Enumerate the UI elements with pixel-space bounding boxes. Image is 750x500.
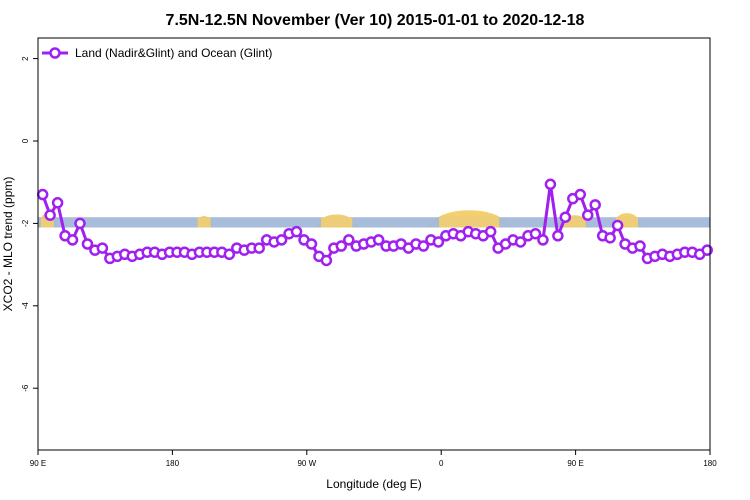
data-point-32 <box>275 234 288 246</box>
data-point-38 <box>320 254 333 267</box>
data-point-4 <box>66 234 79 246</box>
data-point-68 <box>544 178 557 191</box>
data-point-41 <box>343 234 355 246</box>
data-point-69 <box>552 230 564 242</box>
y-tick-label-1: 0 <box>21 138 30 143</box>
land-band-patch-2 <box>320 217 353 228</box>
data-point-34 <box>290 225 303 238</box>
legend-entry: Land (Nadir&Glint) and Ocean (Glint) <box>75 46 272 60</box>
x-axis-label: Longitude (deg E) <box>326 477 421 491</box>
land-band-patch-4 <box>563 217 586 228</box>
data-point-8 <box>96 242 109 254</box>
data-point-36 <box>305 238 318 250</box>
data-point-77 <box>611 219 624 232</box>
y-tick-label-0: 2 <box>21 56 30 61</box>
data-point-53 <box>432 236 445 248</box>
y-tick-label-2: -2 <box>21 219 30 227</box>
data-point-0 <box>36 188 49 201</box>
x-tick-label-2: 90 W <box>297 459 316 468</box>
plot-frame <box>37 37 711 451</box>
data-point-89 <box>701 244 713 256</box>
ocean-band <box>38 217 710 228</box>
y-tick-label-4: -6 <box>21 384 30 392</box>
data-point-29 <box>253 242 265 254</box>
data-point-66 <box>529 227 542 240</box>
legend: Land (Nadir&Glint) and Ocean (Glint) <box>42 46 272 60</box>
x-tick-label-5: 180 <box>703 459 717 468</box>
data-point-45 <box>372 234 385 246</box>
land-band-patch-0 <box>40 217 54 228</box>
data-point-76 <box>604 232 616 244</box>
data-point-72 <box>574 188 587 201</box>
legend-marker-sample <box>49 47 61 59</box>
land-band-patch-3 <box>439 217 500 228</box>
data-point-70 <box>559 211 572 223</box>
data-point-74 <box>589 199 601 211</box>
data-point-6 <box>81 238 94 250</box>
data-point-51 <box>417 240 430 252</box>
plot-area <box>36 178 713 267</box>
data-point-80 <box>634 240 646 252</box>
land-band-patch-1 <box>197 217 211 228</box>
data-point-1 <box>44 209 56 221</box>
x-tick-label-4: 90 E <box>567 459 583 468</box>
data-point-73 <box>581 209 594 221</box>
x-axis: 90 E 180 90 W 0 90 E 180 <box>30 450 717 468</box>
data-point-60 <box>484 225 497 238</box>
data-point-2 <box>51 197 64 209</box>
data-point-5 <box>74 217 86 230</box>
x-tick-label-3: 0 <box>439 459 444 468</box>
x-tick-label-0: 90 E <box>30 459 46 468</box>
chart-title: 7.5N-12.5N November (Ver 10) 2015-01-01 … <box>166 12 585 29</box>
data-point-67 <box>537 234 549 246</box>
y-axis: 2 0 -2 -4 -6 <box>21 56 38 392</box>
data-point-64 <box>514 236 527 248</box>
x-tick-label-1: 180 <box>166 459 180 468</box>
y-axis-label: XCO2 - MLO trend (ppm) <box>1 177 15 312</box>
data-point-25 <box>223 248 236 261</box>
y-tick-label-3: -4 <box>21 302 30 310</box>
land-band-patch-5 <box>615 217 639 228</box>
data-point-40 <box>335 240 348 252</box>
